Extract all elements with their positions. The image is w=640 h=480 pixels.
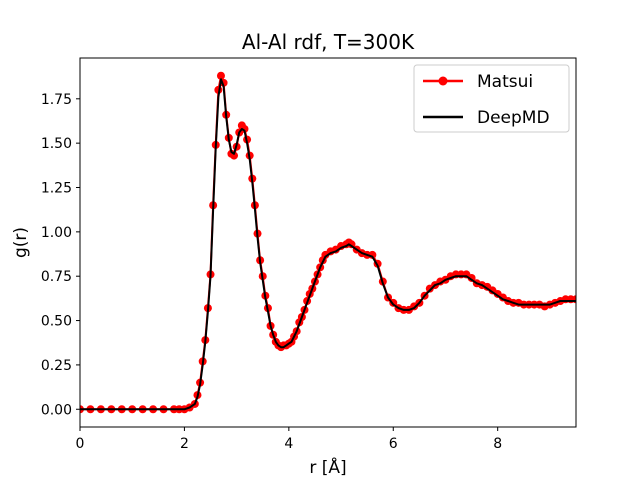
data-point (216, 71, 225, 80)
x-tick-label: 0 (76, 436, 85, 452)
chart-title: Al-Al rdf, T=300K (242, 30, 415, 54)
y-tick-label: 1.25 (41, 181, 72, 197)
x-axis: 0 2 4 6 8 (76, 427, 502, 452)
y-tick-label: 0.75 (41, 269, 72, 285)
series-line-deepmd (80, 78, 576, 411)
data-point (240, 124, 249, 133)
y-tick-label: 0.00 (41, 402, 72, 418)
legend-marker (438, 76, 448, 86)
legend-label-deepmd: DeepMD (477, 108, 550, 128)
y-tick-label: 0.50 (41, 314, 72, 330)
y-tick-label: 1.50 (41, 136, 72, 152)
legend-label-matsui: Matsui (477, 72, 533, 92)
legend: Matsui DeepMD (413, 64, 570, 133)
x-axis-title: r [Å] (309, 456, 346, 478)
y-tick-label: 1.75 (41, 92, 72, 108)
plot-frame (79, 57, 577, 428)
y-tick-label: 0.25 (41, 358, 72, 374)
x-tick-label: 6 (389, 436, 398, 452)
y-axis-title: g(r) (11, 227, 31, 258)
y-tick-label: 1.00 (41, 225, 72, 241)
x-tick-label: 2 (180, 436, 189, 452)
y-axis: 0.00 0.25 0.50 0.75 1.00 1.25 1.50 1.75 (41, 92, 80, 418)
x-tick-label: 4 (284, 436, 293, 452)
x-tick-label: 8 (493, 436, 502, 452)
